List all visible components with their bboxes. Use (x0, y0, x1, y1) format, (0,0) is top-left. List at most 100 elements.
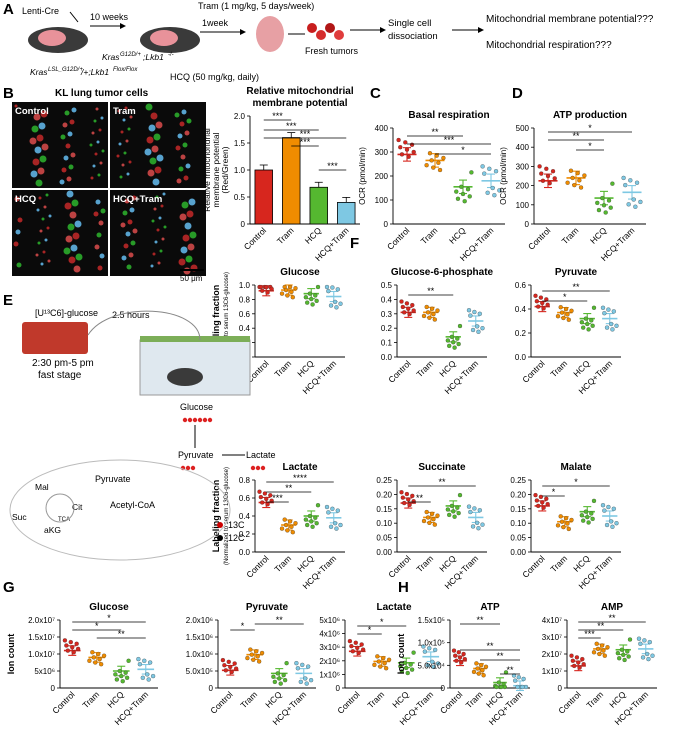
data-point (123, 670, 128, 675)
cell-spot (151, 145, 159, 153)
data-point (497, 188, 502, 193)
arrow-head (240, 29, 246, 35)
data-point (295, 666, 301, 671)
tubing (87, 310, 201, 341)
cell-spot (155, 121, 163, 129)
cell-spot (153, 133, 161, 141)
data-point (268, 493, 273, 498)
chart-title: Glucose-6-phosphate (391, 267, 494, 278)
y-tick-label: 0 (558, 684, 563, 693)
data-point (303, 676, 308, 681)
cell-spot (43, 205, 47, 209)
y-tick-label: 200 (516, 182, 530, 191)
data-point (427, 315, 432, 320)
category-label: HCQ (105, 689, 126, 710)
y-tick-label: 0.5 (234, 193, 246, 202)
duration-label: 10 weeks (90, 12, 129, 22)
cell-spot (174, 112, 180, 118)
mouse-icon (167, 368, 203, 386)
y-axis-label: OCR (pmol/min) (499, 147, 508, 205)
category-label: Tram (80, 689, 101, 710)
data-point (534, 498, 539, 503)
legend-12c: 12C (228, 533, 245, 543)
data-point (406, 306, 411, 311)
data-point (328, 524, 334, 529)
condition-label: Tram (113, 106, 136, 117)
data-point (279, 526, 285, 531)
cell-spot (96, 140, 100, 144)
significance-label: ** (572, 282, 580, 292)
genotype-label: Kras (30, 67, 48, 77)
carbon-atom (207, 417, 213, 423)
y-tick-label: 5.0x10⁵ (186, 667, 213, 676)
cell-spot (48, 214, 52, 218)
y-tick-label: 0.20 (376, 490, 392, 499)
y-tick-label: 0.10 (376, 519, 392, 528)
cell-spot (145, 103, 153, 111)
data-point (120, 679, 125, 684)
data-point (610, 181, 615, 186)
data-point (591, 305, 597, 310)
data-point (404, 147, 410, 152)
cell-spot (44, 238, 48, 242)
cell-spot (15, 229, 21, 235)
y-tick-label: 0.1 (381, 339, 393, 348)
cell-spot (90, 176, 94, 180)
data-point (608, 205, 613, 210)
data-point (576, 660, 581, 665)
category-label: Tram (414, 553, 435, 574)
data-point (614, 521, 619, 526)
data-point (411, 149, 416, 155)
data-point (356, 650, 361, 656)
data-point (140, 675, 145, 680)
y-tick-label: 0.8 (239, 295, 251, 304)
cell-spot (181, 201, 189, 209)
data-point (249, 652, 254, 657)
carbon-atom (260, 465, 266, 471)
carbon-atom (255, 465, 261, 471)
data-point (622, 657, 627, 663)
data-point (494, 684, 499, 690)
data-point (610, 524, 615, 529)
data-point (289, 289, 294, 294)
y-tick-label: 0.4 (381, 295, 393, 304)
data-point (282, 678, 288, 683)
data-point (480, 326, 485, 331)
data-point (570, 658, 575, 663)
question-label: Mitochondrial respiration??? (486, 40, 612, 51)
significance-label: * (588, 141, 592, 151)
tca-label: TCA (58, 517, 70, 523)
bar (254, 169, 273, 225)
cell-spot (149, 157, 157, 165)
data-point (113, 672, 118, 677)
genotype-label: LSL_G12D/+ (48, 67, 83, 73)
data-point (70, 645, 75, 650)
category-label: Control (520, 358, 547, 385)
data-point (287, 519, 293, 524)
cell-spot (150, 112, 158, 120)
category-label: Control (242, 225, 269, 252)
data-point (579, 320, 584, 325)
data-point (558, 305, 563, 310)
cell-spot (42, 250, 46, 254)
duration-label: 2.5 hours (112, 310, 150, 320)
cell-spot (96, 232, 102, 238)
chart-title: Pyruvate (555, 267, 598, 278)
significance-label: ** (608, 613, 616, 623)
data-point (97, 656, 102, 662)
data-point (305, 300, 310, 305)
cell-spot (89, 143, 93, 147)
data-point (604, 522, 610, 528)
cell-spot (65, 143, 71, 149)
y-axis-label: (Red/Green) (220, 146, 230, 193)
cell-spot (98, 220, 104, 226)
cell-spot (62, 122, 68, 128)
data-point (451, 509, 456, 514)
data-point (62, 638, 68, 643)
bar (337, 201, 356, 225)
bar (309, 186, 328, 225)
y-tick-label: 0 (209, 684, 214, 693)
genotype-label: -/- (168, 52, 174, 58)
cell-spot (162, 192, 166, 196)
chart-title: Glucose (280, 267, 320, 278)
